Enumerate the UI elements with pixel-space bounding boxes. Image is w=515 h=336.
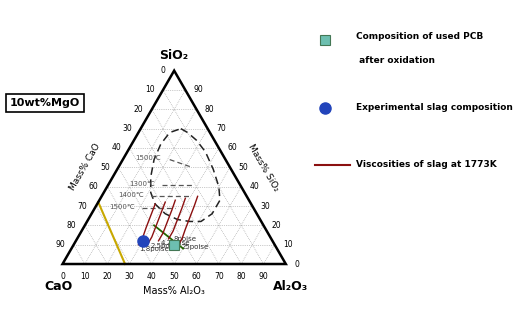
Text: Composition of used PCB: Composition of used PCB [356, 33, 484, 41]
Text: 10: 10 [283, 240, 293, 249]
Text: 50: 50 [169, 272, 179, 282]
Text: 80: 80 [67, 221, 76, 230]
Text: 2.5poise: 2.5poise [151, 243, 180, 249]
Text: Mass% SiO₂: Mass% SiO₂ [246, 142, 281, 193]
Text: SiO₂: SiO₂ [160, 49, 188, 62]
Text: 1500℃: 1500℃ [135, 156, 161, 162]
Text: 60: 60 [192, 272, 201, 282]
Text: 30: 30 [123, 124, 132, 133]
Text: 20: 20 [272, 221, 282, 230]
Text: 70: 70 [78, 202, 88, 210]
Text: 50: 50 [238, 163, 248, 172]
Text: 30: 30 [261, 202, 270, 210]
Text: 40: 40 [111, 143, 121, 153]
Text: 1.8poise: 1.8poise [140, 246, 169, 252]
Text: 40: 40 [147, 272, 157, 282]
Text: 60: 60 [227, 143, 237, 153]
Text: 0: 0 [161, 66, 166, 75]
Text: 80: 80 [205, 105, 215, 114]
Text: 40: 40 [250, 182, 260, 191]
Text: Experimental slag composition: Experimental slag composition [356, 103, 513, 112]
Text: CaO: CaO [44, 280, 72, 293]
Text: 1500℃: 1500℃ [109, 204, 135, 210]
Text: 10wt%MgO: 10wt%MgO [10, 98, 80, 108]
Text: 70: 70 [214, 272, 224, 282]
Text: 90: 90 [194, 85, 203, 94]
Text: 25poise: 25poise [182, 244, 209, 250]
Text: 0: 0 [60, 272, 65, 282]
Text: 10: 10 [145, 85, 154, 94]
Text: 10: 10 [80, 272, 90, 282]
Text: 0: 0 [294, 259, 299, 268]
Text: 4.2poise: 4.2poise [161, 240, 190, 246]
Text: 70: 70 [216, 124, 226, 133]
Text: 30: 30 [125, 272, 134, 282]
Text: 80: 80 [236, 272, 246, 282]
Text: Viscosities of slag at 1773K: Viscosities of slag at 1773K [356, 160, 497, 169]
Text: 20: 20 [134, 105, 143, 114]
Text: Mass% Al₂O₃: Mass% Al₂O₃ [143, 286, 205, 296]
Text: 1300℃: 1300℃ [129, 181, 155, 186]
Text: 90: 90 [56, 240, 65, 249]
Text: 1400℃: 1400℃ [118, 192, 144, 198]
Text: 60: 60 [89, 182, 99, 191]
Text: 50: 50 [100, 163, 110, 172]
Text: after oxidation: after oxidation [356, 56, 435, 65]
Text: Al₂O₃: Al₂O₃ [272, 280, 308, 293]
Text: 20: 20 [102, 272, 112, 282]
Text: 8poise: 8poise [173, 236, 196, 242]
Text: 90: 90 [259, 272, 268, 282]
Text: Mass% CaO: Mass% CaO [68, 142, 102, 193]
